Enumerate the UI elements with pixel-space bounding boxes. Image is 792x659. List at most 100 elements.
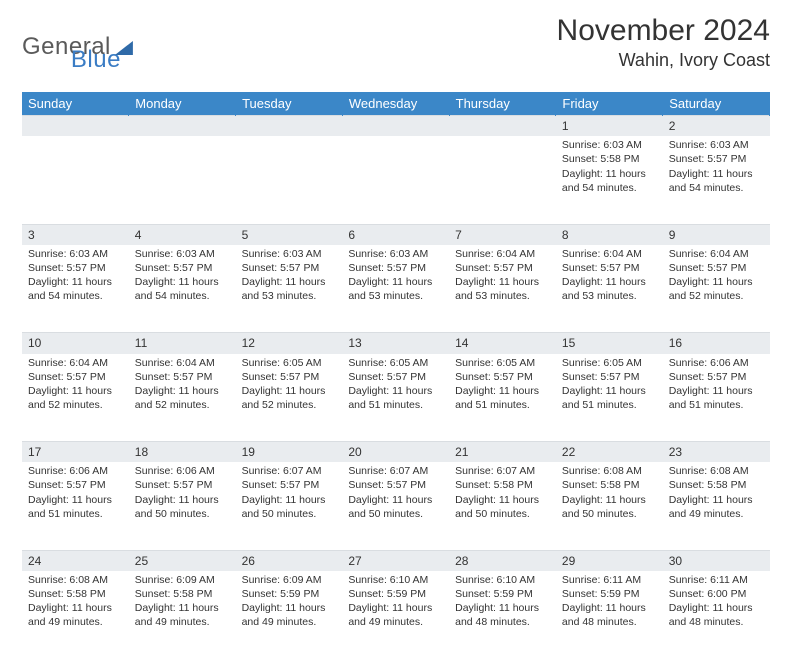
- daylight-text: Daylight: 11 hours and 53 minutes.: [455, 275, 550, 303]
- day-cell: Sunrise: 6:04 AMSunset: 5:57 PMDaylight:…: [449, 245, 556, 333]
- sunrise-text: Sunrise: 6:08 AM: [669, 464, 764, 478]
- sunrise-text: Sunrise: 6:05 AM: [455, 356, 550, 370]
- day-cell: Sunrise: 6:03 AMSunset: 5:57 PMDaylight:…: [129, 245, 236, 333]
- sunset-text: Sunset: 5:57 PM: [669, 261, 764, 275]
- calendar-table: Sunday Monday Tuesday Wednesday Thursday…: [22, 92, 770, 659]
- sunrise-text: Sunrise: 6:06 AM: [669, 356, 764, 370]
- day-number: 17: [22, 442, 129, 463]
- daylight-text: Daylight: 11 hours and 49 minutes.: [135, 601, 230, 629]
- daylight-text: Daylight: 11 hours and 49 minutes.: [348, 601, 443, 629]
- daylight-text: Daylight: 11 hours and 50 minutes.: [562, 493, 657, 521]
- day-number: 11: [129, 333, 236, 354]
- day-number: 2: [663, 116, 770, 137]
- day-number: [22, 116, 129, 137]
- day-body-row: Sunrise: 6:06 AM Sunset: 5:57 PM Daylight:…: [22, 462, 770, 550]
- sunrise-text: Sunrise: 6:06 AM: [28, 464, 123, 478]
- day-number: 7: [449, 224, 556, 245]
- day-number: 8: [556, 224, 663, 245]
- daylight-text: Daylight: 11 hours and 49 minutes.: [242, 601, 337, 629]
- day-cell: Sunrise: 6:07 AMSunset: 5:58 PMDaylight:…: [449, 462, 556, 550]
- sunset-text: Sunset: 6:00 PM: [669, 587, 764, 601]
- sunset-text: Sunset: 5:57 PM: [135, 478, 230, 492]
- day-header: Tuesday: [236, 92, 343, 116]
- day-number: 13: [342, 333, 449, 354]
- sunset-text: Sunset: 5:58 PM: [669, 478, 764, 492]
- daynum-row: 12: [22, 116, 770, 137]
- day-header: Monday: [129, 92, 236, 116]
- day-number: 30: [663, 550, 770, 571]
- day-cell: Sunrise: 6:03 AMSunset: 5:57 PMDaylight:…: [663, 136, 770, 224]
- logo-text-blue: Blue: [71, 46, 121, 74]
- day-cell: Sunrise: 6:06 AMSunset: 5:57 PMDaylight:…: [129, 462, 236, 550]
- sunrise-text: Sunrise: 6:05 AM: [242, 356, 337, 370]
- day-cell: Sunrise: 6:06 AMSunset: 5:57 PMDaylight:…: [22, 462, 129, 550]
- day-cell: Sunrise: 6:03 AMSunset: 5:57 PMDaylight:…: [236, 245, 343, 333]
- daylight-text: Daylight: 11 hours and 51 minutes.: [562, 384, 657, 412]
- day-cell: Sunrise: 6:08 AMSunset: 5:58 PMDaylight:…: [22, 571, 129, 659]
- daylight-text: Daylight: 11 hours and 54 minutes.: [28, 275, 123, 303]
- sunset-text: Sunset: 5:57 PM: [348, 478, 443, 492]
- day-cell: Sunrise: 6:11 AMSunset: 5:59 PMDaylight:…: [556, 571, 663, 659]
- sunset-text: Sunset: 5:57 PM: [348, 370, 443, 384]
- day-body-row: Sunrise: 6:04 AMSunset: 5:57 PMDaylight:…: [22, 354, 770, 442]
- day-cell: [449, 136, 556, 224]
- sunrise-text: Sunrise: 6:09 AM: [135, 573, 230, 587]
- day-header: Friday: [556, 92, 663, 116]
- sunset-text: Sunset: 5:59 PM: [562, 587, 657, 601]
- sunset-text: Sunset: 5:58 PM: [28, 587, 123, 601]
- sunrise-text: Sunrise: 6:10 AM: [455, 573, 550, 587]
- logo: General Blue: [22, 14, 121, 74]
- daylight-text: Daylight: 11 hours and 52 minutes.: [135, 384, 230, 412]
- day-cell: Sunrise: 6:08 AMSunset: 5:58 PMDaylight:…: [556, 462, 663, 550]
- sunset-text: Sunset: 5:59 PM: [455, 587, 550, 601]
- day-header: Sunday: [22, 92, 129, 116]
- daylight-text: Daylight: 11 hours and 52 minutes.: [669, 275, 764, 303]
- daylight-text: Daylight: 11 hours and 51 minutes.: [455, 384, 550, 412]
- sunset-text: Sunset: 5:58 PM: [562, 478, 657, 492]
- day-header: Thursday: [449, 92, 556, 116]
- daylight-text: Daylight: 11 hours and 54 minutes.: [135, 275, 230, 303]
- sunset-text: Sunset: 5:57 PM: [135, 261, 230, 275]
- day-cell: Sunrise: 6:04 AMSunset: 5:57 PMDaylight:…: [129, 354, 236, 442]
- sunset-text: Sunset: 5:57 PM: [242, 261, 337, 275]
- sunrise-text: Sunrise: 6:10 AM: [348, 573, 443, 587]
- sunset-text: Sunset: 5:57 PM: [669, 370, 764, 384]
- day-cell: Sunrise: 6:07 AMSunset: 5:57 PMDaylight:…: [236, 462, 343, 550]
- location: Wahin, Ivory Coast: [557, 50, 770, 71]
- day-cell: Sunrise: 6:05 AMSunset: 5:57 PMDaylight:…: [556, 354, 663, 442]
- daylight-text: Daylight: 11 hours and 51 minutes.: [28, 493, 123, 521]
- sunset-text: Sunset: 5:57 PM: [242, 370, 337, 384]
- sunrise-text: Sunrise: 6:08 AM: [562, 464, 657, 478]
- sunset-text: Sunset: 5:57 PM: [562, 370, 657, 384]
- day-number: [129, 116, 236, 137]
- sunset-text: Sunset: 5:57 PM: [135, 370, 230, 384]
- day-body-row: Sunrise: 6:08 AMSunset: 5:58 PMDaylight:…: [22, 571, 770, 659]
- day-cell: Sunrise: 6:09 AMSunset: 5:58 PMDaylight:…: [129, 571, 236, 659]
- day-number: 24: [22, 550, 129, 571]
- day-cell: Sunrise: 6:06 AMSunset: 5:57 PMDaylight:…: [663, 354, 770, 442]
- sunrise-text: Sunrise: 6:05 AM: [348, 356, 443, 370]
- day-number: 1: [556, 116, 663, 137]
- day-number: 29: [556, 550, 663, 571]
- daylight-text: Daylight: 11 hours and 50 minutes.: [242, 493, 337, 521]
- sunset-text: Sunset: 5:57 PM: [669, 152, 764, 166]
- title-block: November 2024 Wahin, Ivory Coast: [557, 14, 770, 71]
- daynum-row: 24252627282930: [22, 550, 770, 571]
- day-number: 20: [342, 442, 449, 463]
- day-cell: Sunrise: 6:04 AMSunset: 5:57 PMDaylight:…: [663, 245, 770, 333]
- day-cell: [129, 136, 236, 224]
- day-number: 10: [22, 333, 129, 354]
- sunrise-text: Sunrise: 6:07 AM: [348, 464, 443, 478]
- day-number: 14: [449, 333, 556, 354]
- sunrise-text: Sunrise: 6:07 AM: [455, 464, 550, 478]
- sunrise-text: Sunrise: 6:05 AM: [562, 356, 657, 370]
- day-cell: Sunrise: 6:04 AMSunset: 5:57 PMDaylight:…: [556, 245, 663, 333]
- daynum-row: 3456789: [22, 224, 770, 245]
- daylight-text: Daylight: 11 hours and 53 minutes.: [562, 275, 657, 303]
- day-body-row: Sunrise: 6:03 AMSunset: 5:58 PMDaylight:…: [22, 136, 770, 224]
- day-cell: Sunrise: 6:10 AMSunset: 5:59 PMDaylight:…: [342, 571, 449, 659]
- day-header-row: Sunday Monday Tuesday Wednesday Thursday…: [22, 92, 770, 116]
- sunset-text: Sunset: 5:59 PM: [348, 587, 443, 601]
- day-number: 28: [449, 550, 556, 571]
- day-number: 12: [236, 333, 343, 354]
